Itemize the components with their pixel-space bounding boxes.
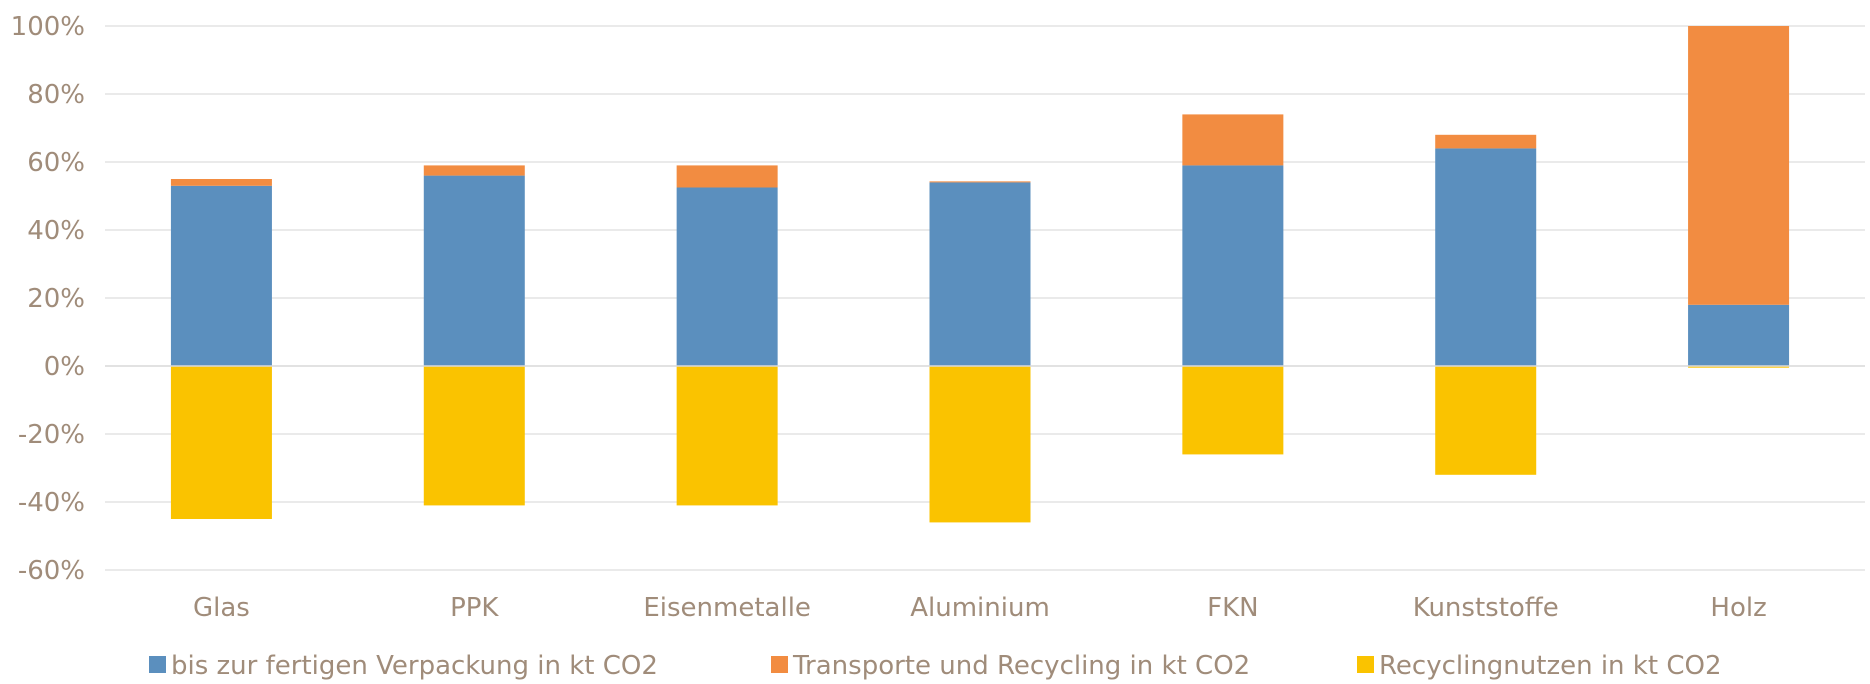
bar-segment xyxy=(929,181,1031,183)
x-category-label: Kunststoffe xyxy=(1413,593,1559,623)
y-tick-label: 20% xyxy=(27,284,85,314)
y-tick-label: -60% xyxy=(18,556,85,586)
bar-segment xyxy=(423,366,525,506)
bar-segment xyxy=(1435,134,1537,149)
bar-segment xyxy=(423,175,525,366)
legend-label: Transporte und Recycling in kt CO2 xyxy=(792,651,1250,681)
y-tick-label: 60% xyxy=(27,148,85,178)
bar-segment xyxy=(929,182,1031,366)
legend-label: bis zur fertigen Verpackung in kt CO2 xyxy=(171,651,658,681)
bar-segment xyxy=(170,366,272,519)
legend-swatch xyxy=(1357,656,1374,673)
y-tick-label: 40% xyxy=(27,216,85,246)
bar-segment xyxy=(676,187,778,366)
bar-segment xyxy=(676,165,778,188)
bar-segment xyxy=(170,179,272,186)
legend-swatch xyxy=(149,656,166,673)
bar-segment xyxy=(170,185,272,366)
legend-item: Transporte und Recycling in kt CO2 xyxy=(771,651,1250,681)
x-axis-categories: Glas PPK Eisenmetalle Aluminium FKN Kunststof… xyxy=(193,593,1767,623)
bar-segment xyxy=(1688,26,1790,305)
bar-segment xyxy=(1435,148,1537,366)
x-category-label: FKN xyxy=(1207,593,1258,623)
bar-segment xyxy=(929,366,1031,523)
bar-segment xyxy=(1435,366,1537,475)
bar-segment xyxy=(676,366,778,506)
y-tick-label: -20% xyxy=(18,420,85,450)
x-category-label: Glas xyxy=(193,593,250,623)
x-category-label: Holz xyxy=(1710,593,1766,623)
bar-segment xyxy=(423,165,525,176)
y-tick-label: -40% xyxy=(18,488,85,518)
legend-item: bis zur fertigen Verpackung in kt CO2 xyxy=(149,651,658,681)
x-category-label: Eisenmetalle xyxy=(643,593,811,623)
legend-swatch xyxy=(771,656,788,673)
x-category-label: Aluminium xyxy=(910,593,1050,623)
bar-segment xyxy=(1182,366,1284,455)
legend-label: Recyclingnutzen in kt CO2 xyxy=(1379,651,1721,681)
x-category-label: PPK xyxy=(450,593,499,623)
bars xyxy=(105,26,1865,523)
bar-segment xyxy=(1688,304,1790,366)
bar-segment xyxy=(1688,366,1790,368)
legend: bis zur fertigen Verpackung in kt CO2 Tra… xyxy=(149,651,1721,681)
y-tick-label: 80% xyxy=(27,80,85,110)
y-tick-label: 0% xyxy=(44,352,85,382)
legend-item: Recyclingnutzen in kt CO2 xyxy=(1357,651,1721,681)
y-tick-label: 100% xyxy=(11,12,85,42)
y-axis-ticks: -60% -40% -20% 0% 20% 40% 60% 80% 100% xyxy=(11,12,85,586)
bar-segment xyxy=(1182,165,1284,366)
bar-segment xyxy=(1182,114,1284,166)
